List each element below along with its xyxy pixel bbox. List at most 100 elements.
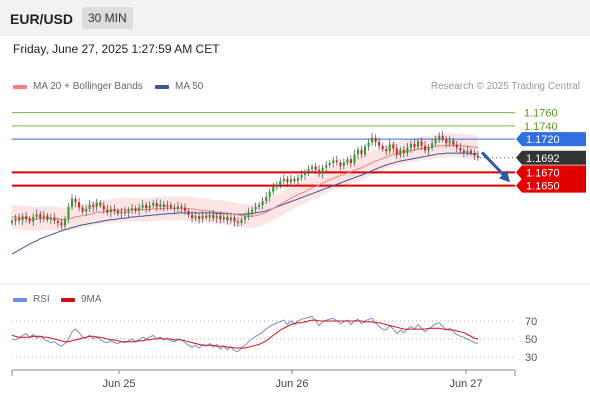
header-bar: EUR/USD 30 MIN	[0, 0, 590, 36]
ma20-legend-label: MA 20 + Bollinger Bands	[33, 81, 143, 92]
candle-body	[67, 206, 70, 219]
candle-body	[32, 216, 35, 222]
rsi-level-label: 70	[525, 316, 537, 328]
level-label-text: 1.1720	[526, 134, 560, 146]
candle-body	[420, 141, 423, 146]
candle-body	[180, 206, 183, 208]
candle-body	[148, 205, 151, 209]
candle-body	[311, 166, 314, 170]
candle-body	[476, 155, 480, 158]
candle-body	[190, 214, 194, 219]
candle-body	[229, 217, 232, 221]
candle-body	[438, 135, 441, 139]
candle-body	[466, 150, 469, 153]
candle-body	[166, 204, 169, 207]
candle-body	[155, 202, 158, 207]
candle-body	[459, 147, 462, 151]
candle-body	[367, 142, 370, 147]
rsi-line	[11, 315, 479, 353]
candle-body	[448, 140, 451, 144]
candle-body	[109, 208, 112, 213]
candle-body	[346, 159, 349, 163]
candle-body	[307, 169, 310, 173]
candle-body	[21, 216, 24, 221]
candle-body	[226, 216, 229, 221]
timeframe-badge[interactable]: 30 MIN	[82, 7, 133, 29]
candle-body	[303, 172, 307, 176]
candle-body	[349, 159, 352, 164]
x-tick-label: Jun 26	[275, 378, 308, 390]
candle-body	[127, 210, 130, 213]
candle-body	[243, 216, 247, 220]
candle-body	[473, 153, 476, 156]
candle-body	[138, 207, 141, 211]
legend-ma50: MA 50	[155, 81, 203, 92]
candle-body	[240, 219, 243, 223]
ma50-legend-label: MA 50	[175, 81, 204, 92]
candle-body	[92, 204, 95, 207]
level-label-text: 1.1760	[524, 108, 558, 120]
candle-body	[176, 206, 179, 209]
candle-body	[289, 179, 292, 183]
level-label: 1.1650	[516, 178, 586, 193]
rsi-legend-label: RSI	[33, 294, 50, 305]
rsi-swatch	[13, 297, 27, 302]
rsi-level-label: 30	[525, 352, 537, 364]
candle-body	[339, 162, 342, 166]
candle-body	[49, 217, 52, 220]
candle-body	[445, 139, 448, 144]
level-label: 1.1692	[516, 150, 586, 165]
candle-body	[116, 210, 119, 214]
candle-body	[145, 204, 148, 209]
candle-body	[321, 167, 324, 174]
candle-body	[39, 214, 42, 219]
level-label-bg	[516, 150, 586, 165]
ma20-swatch	[13, 84, 27, 89]
candle-body	[293, 179, 296, 182]
candle-body	[455, 144, 458, 148]
candle-body	[388, 144, 391, 152]
candle-body	[198, 216, 201, 219]
candle-body	[399, 149, 402, 156]
candle-body	[395, 148, 398, 156]
candle-body	[205, 215, 208, 218]
candle-body	[385, 149, 388, 152]
symbol-label: EUR/USD	[10, 11, 74, 27]
candle-body	[53, 217, 56, 221]
candle-body	[423, 145, 427, 151]
candle-body	[46, 215, 49, 220]
candle-body	[10, 220, 14, 223]
candle-body	[251, 209, 254, 213]
candle-body	[173, 207, 176, 209]
candle-body	[381, 145, 384, 150]
ma50-swatch	[155, 84, 169, 89]
candle-body	[286, 179, 289, 183]
candle-body	[378, 141, 381, 146]
candle-body	[325, 165, 328, 168]
candle-body	[222, 216, 225, 220]
candle-body	[402, 149, 405, 154]
level-label-text: 1.1670	[526, 167, 560, 179]
candle-body	[374, 137, 377, 142]
candle-body	[356, 149, 360, 155]
candle-body	[406, 147, 409, 154]
candle-body	[254, 206, 257, 210]
rsi-level-label: 50	[525, 334, 537, 346]
candles	[10, 131, 480, 230]
candle-body	[169, 204, 172, 208]
candle-body	[95, 202, 98, 207]
level-label-text: 1.1650	[526, 181, 560, 193]
candle-body	[360, 149, 363, 155]
ma50-line	[11, 152, 478, 255]
candle-body	[74, 198, 77, 203]
candle-body	[102, 205, 105, 210]
candle-body	[194, 216, 197, 219]
candle-body	[134, 208, 137, 211]
candle-body	[88, 204, 91, 209]
candle-body	[409, 143, 412, 148]
level-label: 1.1760	[524, 108, 558, 120]
rsi-ma9-line	[11, 319, 479, 349]
candle-body	[70, 198, 74, 207]
candle-body	[247, 212, 250, 217]
